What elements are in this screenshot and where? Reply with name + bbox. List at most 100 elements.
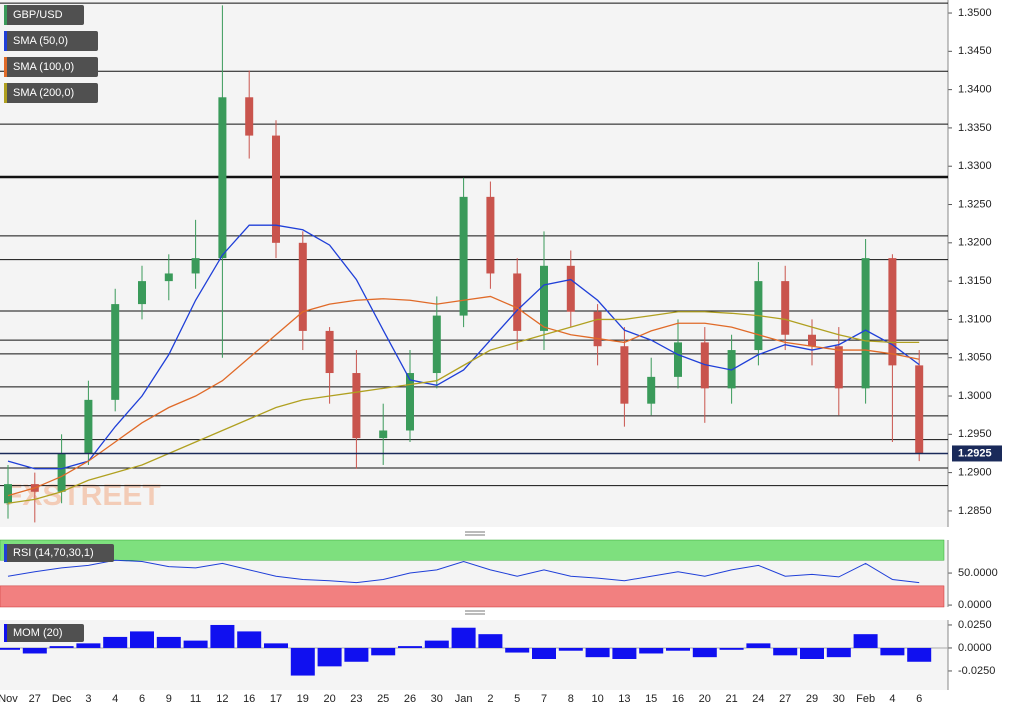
y-tick-label: 50.0000: [958, 567, 998, 579]
legend-box: [4, 5, 84, 25]
x-tick-label: Nov: [0, 693, 18, 705]
candle-body: [593, 311, 602, 347]
x-tick-label: 30: [431, 693, 443, 705]
overbought-zone: [0, 539, 945, 561]
legend-label: SMA (50,0): [13, 35, 68, 47]
bar: [451, 627, 476, 648]
candle-body: [4, 484, 12, 504]
x-tick-label: 20: [699, 693, 711, 705]
bar: [612, 647, 637, 660]
panel-title: RSI (14,70,30,1): [4, 544, 114, 562]
candle-body: [861, 258, 870, 389]
bar: [773, 647, 798, 656]
y-tick-label: 1.3300: [958, 160, 992, 172]
x-tick-label: 30: [833, 693, 845, 705]
last-price-label: 1.2925: [958, 447, 992, 459]
bar: [424, 640, 449, 648]
oversold-zone: [0, 585, 945, 608]
candle-body: [57, 453, 66, 492]
candle-body: [379, 430, 388, 439]
candle-body: [432, 315, 441, 374]
bar: [585, 647, 610, 658]
candle-body: [352, 373, 361, 439]
bar: [49, 646, 74, 648]
legend-entry[interactable]: SMA (50,0): [4, 31, 98, 51]
bar: [719, 647, 744, 650]
x-tick-label: 10: [591, 693, 603, 705]
y-tick-label: 1.3400: [958, 84, 992, 96]
x-tick-label: 25: [377, 693, 389, 705]
candle-body: [298, 242, 307, 331]
candle-body: [84, 399, 93, 454]
candle-body: [325, 330, 334, 374]
candle-body: [111, 304, 120, 400]
x-tick-label: 17: [270, 693, 282, 705]
x-tick-label: 2: [487, 693, 493, 705]
bar: [76, 643, 101, 648]
bar: [532, 647, 556, 660]
bar: [478, 634, 503, 648]
panel-title: MOM (20): [4, 624, 84, 642]
legend-entry[interactable]: SMA (100,0): [4, 57, 98, 77]
candle-body: [647, 376, 656, 404]
bar: [692, 647, 717, 658]
x-tick-label: 26: [404, 693, 416, 705]
candle-body: [245, 97, 254, 136]
title-box: [4, 544, 114, 562]
legend-entry[interactable]: GBP/USD: [4, 5, 84, 25]
y-tick-label: 1.3250: [958, 198, 992, 210]
candle-body: [808, 334, 816, 347]
candle-body: [834, 346, 843, 389]
last-price-box: [952, 445, 1002, 462]
x-tick-label: 23: [350, 693, 362, 705]
watermark: FXSTREET: [4, 479, 161, 512]
x-tick-label: 12: [216, 693, 228, 705]
candle-body: [620, 346, 629, 404]
bar: [558, 647, 583, 651]
sma-line: [7, 295, 920, 497]
panel-title-label: MOM (20): [13, 627, 63, 639]
legend-swatch: [4, 83, 7, 103]
candle-body: [486, 196, 495, 274]
bar: [371, 647, 396, 656]
x-tick-label: 27: [29, 693, 41, 705]
x-tick-label: 27: [779, 693, 791, 705]
y-tick-label: 1.2950: [958, 428, 992, 440]
candle-body: [406, 373, 414, 431]
x-tick-label: 3: [85, 693, 91, 705]
legend-label: SMA (100,0): [13, 61, 74, 73]
candle-body: [191, 258, 200, 274]
x-tick-label: 15: [645, 693, 657, 705]
y-tick-label: 1.3500: [958, 7, 992, 19]
bar: [290, 647, 315, 676]
y-tick-label: 1.3350: [958, 122, 992, 134]
candle-body: [781, 281, 790, 335]
y-tick-label: 1.3150: [958, 275, 992, 287]
x-tick-label: 5: [514, 693, 520, 705]
bar: [639, 647, 664, 654]
bar: [210, 624, 235, 648]
legend-box: [4, 57, 98, 77]
x-tick-label: Feb: [856, 693, 875, 705]
candle-body: [164, 273, 173, 282]
y-tick-label: 0.0250: [958, 619, 992, 631]
candle-body: [138, 281, 146, 305]
title-swatch: [4, 624, 7, 642]
panel-title-label: RSI (14,70,30,1): [13, 547, 94, 559]
bar: [505, 647, 530, 653]
separator-handle[interactable]: [465, 531, 485, 536]
title-box: [4, 624, 84, 642]
x-tick-label: 7: [541, 693, 547, 705]
x-tick-label: 11: [190, 693, 201, 705]
y-tick-label: 1.3450: [958, 45, 992, 57]
legend-swatch: [4, 31, 7, 51]
bar: [156, 636, 181, 648]
legend-entry[interactable]: SMA (200,0): [4, 83, 98, 103]
candle-body: [915, 365, 924, 454]
bar: [800, 647, 824, 660]
separator-handle[interactable]: [465, 610, 485, 615]
x-tick-label: 9: [166, 693, 172, 705]
bar: [22, 647, 47, 654]
legend-label: GBP/USD: [13, 9, 63, 21]
